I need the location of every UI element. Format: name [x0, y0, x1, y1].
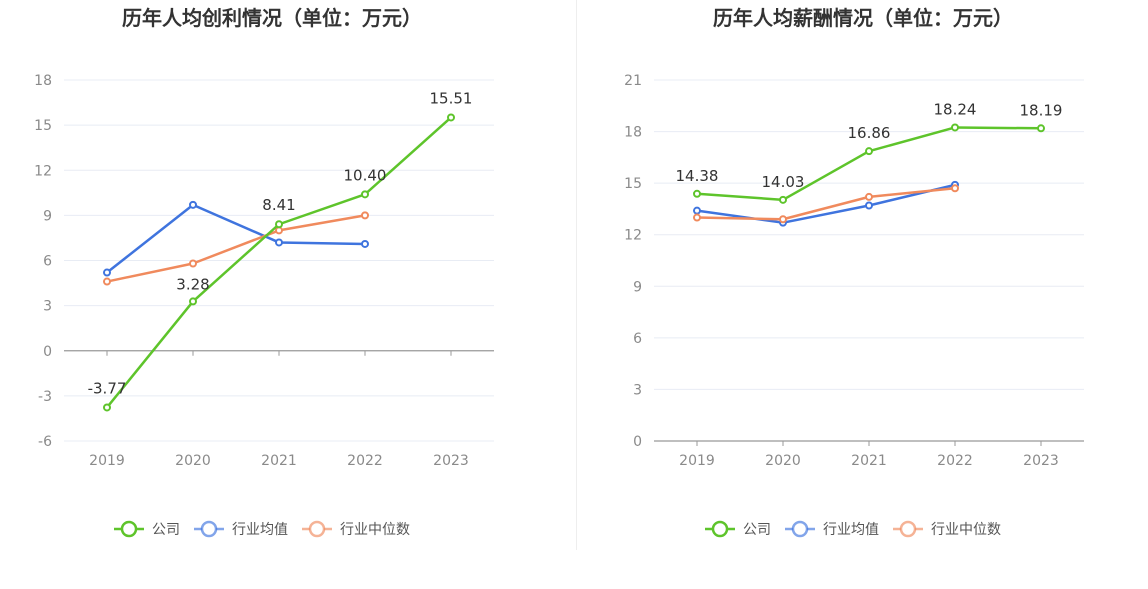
- data-label: 14.38: [676, 167, 719, 185]
- legend-label: 公司: [152, 522, 180, 538]
- series-line-avg: [106, 203, 366, 274]
- x-tick-label: 2022: [937, 453, 973, 469]
- data-point-company[interactable]: [447, 113, 455, 122]
- data-label: 16.86: [848, 124, 891, 142]
- x-tick-label: 2019: [679, 453, 715, 469]
- data-point-median[interactable]: [189, 259, 197, 268]
- data-point-company[interactable]: [865, 147, 873, 156]
- legend-swatch-marker: [120, 520, 138, 538]
- data-label: 10.40: [344, 166, 387, 184]
- data-point-company[interactable]: [1037, 124, 1045, 133]
- data-point-company[interactable]: [361, 190, 369, 199]
- x-tick-label: 2022: [347, 453, 383, 469]
- panel-divider: [576, 0, 577, 550]
- series-line-avg: [696, 183, 956, 224]
- data-point-median[interactable]: [865, 192, 873, 201]
- y-tick-label: 12: [624, 228, 642, 244]
- data-point-avg[interactable]: [275, 238, 283, 247]
- legend-label: 行业中位数: [931, 522, 1001, 538]
- x-tick-label: 2020: [175, 453, 211, 469]
- data-label: -3.77: [88, 379, 127, 397]
- data-point-avg[interactable]: [693, 206, 701, 215]
- legend-item-company[interactable]: 公司: [114, 520, 180, 538]
- legend-item-median[interactable]: 行业中位数: [302, 520, 410, 538]
- data-point-company[interactable]: [103, 403, 111, 412]
- data-point-company[interactable]: [189, 297, 197, 306]
- legend-swatch-marker: [308, 520, 326, 538]
- y-tick-label: 6: [43, 254, 52, 270]
- profit-chart-panel: 历年人均创利情况（单位：万元） 18 15 12 9 6 3 0 -3 -6 2019 2020 20…: [34, 6, 494, 538]
- legend-item-avg[interactable]: 行业均值: [194, 520, 288, 538]
- data-label: 3.28: [176, 275, 209, 293]
- legend-label: 行业均值: [232, 522, 288, 538]
- y-tick-label: 6: [633, 331, 642, 347]
- data-point-company[interactable]: [951, 123, 959, 132]
- legend-item-median[interactable]: 行业中位数: [893, 520, 1001, 538]
- legend-item-avg[interactable]: 行业均值: [785, 520, 879, 538]
- series-line-company: [106, 116, 452, 409]
- data-point-avg[interactable]: [865, 201, 873, 210]
- chart-title: 历年人均薪酬情况（单位：万元）: [713, 6, 1013, 30]
- y-tick-label: 0: [633, 434, 642, 450]
- y-tick-label: 3: [633, 382, 642, 398]
- data-point-median[interactable]: [951, 184, 959, 193]
- series-line-median: [106, 214, 366, 283]
- x-tick-label: 2021: [851, 453, 887, 469]
- data-point-median[interactable]: [275, 226, 283, 235]
- profit-chart: 历年人均创利情况（单位：万元） 18 15 12 9 6 3 0 -3 -6 2019 2020 20…: [34, 6, 494, 538]
- y-tick-label: -3: [38, 389, 52, 405]
- legend-swatch-marker: [711, 520, 729, 538]
- salary-chart-panel: 历年人均薪酬情况（单位：万元） 21 18 15 12 9 6 3 0 2019 2020 2021…: [574, 0, 1148, 589]
- y-tick-label: 12: [34, 163, 52, 179]
- y-tick-label: -6: [38, 434, 52, 450]
- x-tick-label: 2023: [433, 453, 469, 469]
- data-point-company[interactable]: [693, 189, 701, 198]
- x-tick-label: 2019: [89, 453, 125, 469]
- salary-chart: 历年人均薪酬情况（单位：万元） 21 18 15 12 9 6 3 0 2019 2020 2021…: [624, 6, 1084, 538]
- legend-label: 行业均值: [823, 522, 879, 538]
- data-label: 8.41: [262, 196, 295, 214]
- legend-swatch-marker: [899, 520, 917, 538]
- y-tick-label: 21: [624, 73, 642, 89]
- chart-title: 历年人均创利情况（单位：万元）: [122, 6, 422, 30]
- y-tick-label: 9: [43, 208, 52, 224]
- data-label: 18.19: [1020, 101, 1063, 119]
- y-tick-label: 15: [624, 176, 642, 192]
- y-tick-label: 15: [34, 118, 52, 134]
- data-point-company[interactable]: [275, 220, 283, 229]
- data-point-avg[interactable]: [361, 239, 369, 248]
- data-point-avg[interactable]: [103, 268, 111, 277]
- y-tick-label: 18: [34, 73, 52, 89]
- y-tick-label: 18: [624, 125, 642, 141]
- x-tick-label: 2020: [765, 453, 801, 469]
- data-label: 14.03: [762, 173, 805, 191]
- y-tick-label: 3: [43, 299, 52, 315]
- legend-swatch-marker: [200, 520, 218, 538]
- data-point-median[interactable]: [693, 213, 701, 222]
- data-point-company[interactable]: [779, 195, 787, 204]
- data-label: 15.51: [430, 89, 473, 107]
- data-point-median[interactable]: [361, 211, 369, 220]
- legend-item-company[interactable]: 公司: [705, 520, 771, 538]
- data-point-median[interactable]: [779, 215, 787, 224]
- data-point-median[interactable]: [103, 277, 111, 286]
- series-line-median: [696, 187, 956, 221]
- x-tick-label: 2021: [261, 453, 297, 469]
- data-label: 18.24: [934, 100, 977, 118]
- y-tick-label: 9: [633, 279, 642, 295]
- legend-swatch-marker: [791, 520, 809, 538]
- y-tick-label: 0: [43, 344, 52, 360]
- x-tick-label: 2023: [1023, 453, 1059, 469]
- legend-label: 公司: [743, 522, 771, 538]
- legend-label: 行业中位数: [340, 522, 410, 538]
- data-point-avg[interactable]: [189, 200, 197, 209]
